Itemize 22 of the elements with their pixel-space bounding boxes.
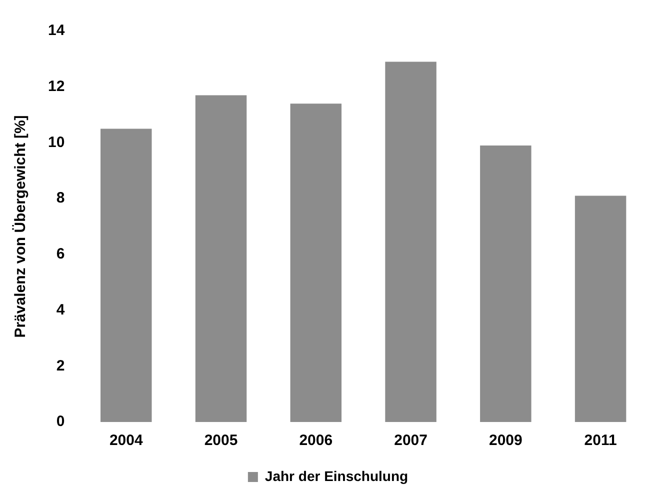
y-tick-label: 4 [56, 301, 66, 318]
y-tick-label: 2 [56, 357, 65, 374]
y-axis-title: Prävalenz von Übergewicht [%] [12, 115, 30, 338]
x-tick-label: 2009 [488, 432, 522, 450]
x-tick-label: 2011 [584, 432, 617, 450]
bar [574, 196, 626, 422]
bar [385, 62, 436, 422]
bar [195, 95, 247, 422]
bar [480, 146, 532, 422]
x-tick-label: 2006 [299, 432, 333, 450]
bar [100, 128, 152, 422]
y-tick-label: 12 [48, 78, 65, 95]
y-tick-label: 6 [56, 246, 65, 263]
x-tick-label: 2004 [109, 432, 144, 450]
y-tick-label: 8 [56, 190, 65, 207]
legend-label: Jahr der Einschulung [264, 468, 408, 484]
y-tick-label: 14 [48, 22, 66, 40]
y-tick-label: 10 [48, 134, 65, 151]
bar [290, 104, 342, 422]
x-tick-label: 2005 [204, 432, 238, 450]
y-tick-label: 0 [56, 413, 65, 430]
x-tick-label: 2007 [394, 432, 428, 450]
